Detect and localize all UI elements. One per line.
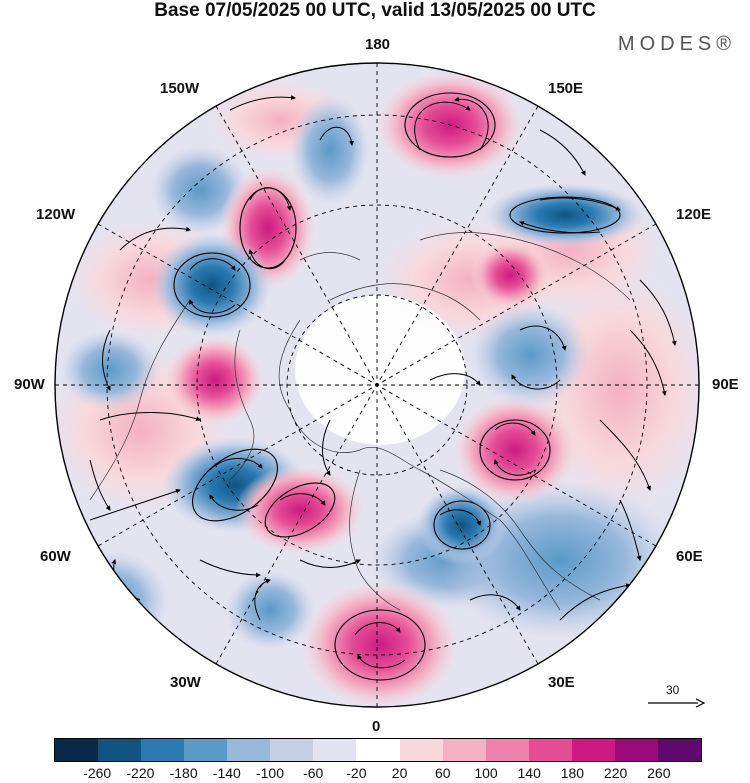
colorbar-swatch — [227, 739, 271, 761]
colorbar-swatch — [141, 739, 185, 761]
colorbar-swatch — [55, 739, 99, 761]
colorbar-swatch — [442, 739, 486, 761]
longitude-label-60e: 60E — [676, 548, 703, 565]
longitude-label-120e: 120E — [676, 206, 712, 223]
colorbar-swatch — [528, 739, 572, 761]
colorbar-tick-label: 180 — [560, 765, 585, 781]
colorbar-tick-label: -140 — [212, 765, 241, 781]
colorbar — [54, 738, 702, 762]
colorbar-tick-label: -260 — [83, 765, 112, 781]
colorbar-tick-label: 100 — [474, 765, 498, 781]
colorbar-tick-label: -180 — [169, 765, 198, 781]
colorbar-tick-label: 140 — [517, 765, 541, 781]
longitude-label-180: 180 — [365, 36, 391, 53]
colorbar-tick-label: 260 — [647, 765, 671, 781]
colorbar-tick-label: 20 — [391, 765, 408, 781]
longitude-label-90e: 90E — [712, 376, 739, 393]
longitude-label-60w: 60W — [40, 548, 71, 565]
map-boundary — [54, 62, 700, 708]
longitude-label-30w: 30W — [170, 674, 201, 691]
longitude-label-150w: 150W — [160, 80, 200, 97]
modes-logo: MODES® — [617, 33, 736, 55]
colorbar-swatch — [399, 739, 443, 761]
colorbar-swatch — [657, 739, 701, 761]
colorbar-tick-label: 60 — [435, 765, 451, 781]
colorbar-tick-label: -100 — [255, 765, 285, 781]
reference-vector-arrow — [648, 698, 706, 708]
longitude-label-150e: 150E — [548, 80, 584, 97]
colorbar-swatch — [485, 739, 529, 761]
colorbar-swatch — [98, 739, 142, 761]
longitude-label-0: 0 — [372, 718, 381, 735]
colorbar-swatch — [571, 739, 615, 761]
colorbar-swatch — [313, 739, 357, 761]
colorbar-tick-label: -20 — [346, 765, 367, 781]
map-title: Base 07/05/2025 00 UTC, valid 13/05/2025… — [154, 0, 596, 21]
reference-vector-label: 30 — [666, 683, 680, 697]
colorbar-swatch — [614, 739, 658, 761]
colorbar-swatch — [184, 739, 228, 761]
colorbar-tick-label: -60 — [303, 765, 324, 781]
colorbar-swatch — [356, 739, 400, 761]
longitude-label-90w: 90W — [14, 376, 45, 393]
anomaly-field — [55, 63, 699, 707]
colorbar-tick-label: -220 — [126, 765, 155, 781]
longitude-label-30e: 30E — [548, 674, 575, 691]
colorbar-tick-label: 220 — [603, 765, 628, 781]
colorbar-swatch — [270, 739, 314, 761]
longitude-label-120w: 120W — [36, 206, 76, 223]
